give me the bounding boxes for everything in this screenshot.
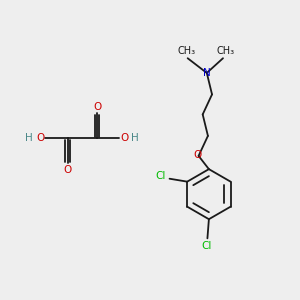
- Text: H: H: [131, 133, 139, 143]
- Text: O: O: [194, 150, 202, 160]
- Text: Cl: Cl: [202, 241, 212, 251]
- Text: CH₃: CH₃: [177, 46, 195, 56]
- Text: O: O: [36, 133, 44, 143]
- Text: Cl: Cl: [155, 171, 166, 181]
- Text: H: H: [26, 133, 33, 143]
- Text: O: O: [93, 102, 101, 112]
- Text: N: N: [203, 68, 211, 78]
- Text: CH₃: CH₃: [217, 46, 235, 56]
- Text: O: O: [63, 165, 72, 175]
- Text: O: O: [120, 133, 128, 143]
